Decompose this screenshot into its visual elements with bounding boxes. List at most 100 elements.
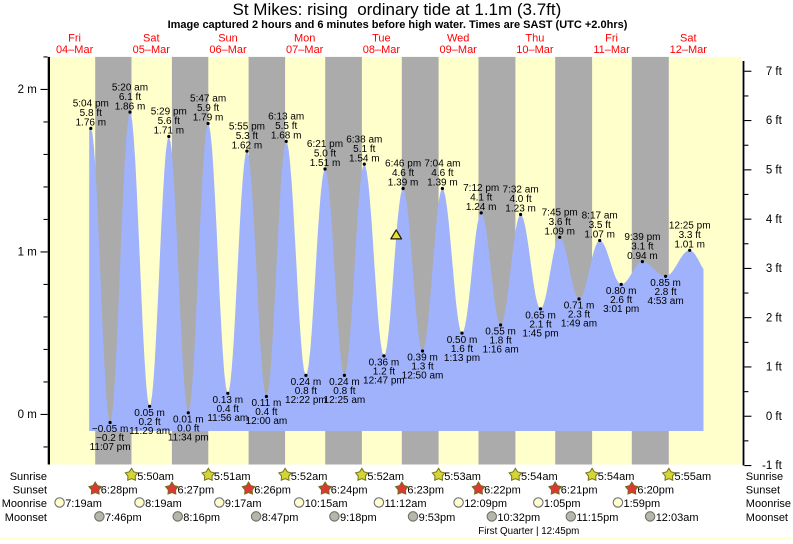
- svg-text:0.8 ft: 0.8 ft: [295, 386, 317, 397]
- svg-text:1:59pm: 1:59pm: [624, 498, 661, 510]
- svg-text:10:32pm: 10:32pm: [497, 512, 540, 524]
- svg-text:8:19am: 8:19am: [145, 498, 182, 510]
- svg-text:12:22 pm: 12:22 pm: [285, 395, 327, 406]
- svg-text:5:53am: 5:53am: [444, 471, 481, 483]
- svg-text:0.8 ft: 0.8 ft: [333, 386, 355, 397]
- svg-text:1.51 m: 1.51 m: [310, 158, 341, 169]
- svg-text:1.71 m: 1.71 m: [154, 126, 185, 137]
- svg-text:0.36 m: 0.36 m: [369, 358, 400, 369]
- svg-text:6:21pm: 6:21pm: [561, 485, 598, 497]
- svg-text:0.94 m: 0.94 m: [627, 251, 658, 262]
- svg-text:5.8 ft: 5.8 ft: [80, 108, 102, 119]
- svg-text:6:13 am: 6:13 am: [268, 112, 304, 123]
- svg-text:9:53pm: 9:53pm: [419, 512, 456, 524]
- svg-text:7 ft: 7 ft: [766, 66, 783, 78]
- svg-text:4.1 ft: 4.1 ft: [470, 193, 492, 204]
- svg-text:Mon: Mon: [294, 32, 315, 44]
- svg-text:0.01 m: 0.01 m: [173, 414, 204, 425]
- svg-text:8:16pm: 8:16pm: [183, 512, 220, 524]
- svg-text:4:53 am: 4:53 am: [648, 296, 684, 307]
- svg-text:3.3 ft: 3.3 ft: [679, 230, 701, 241]
- svg-text:11:56 am: 11:56 am: [207, 413, 248, 424]
- svg-text:6:38 am: 6:38 am: [346, 134, 382, 145]
- svg-text:08–Mar: 08–Mar: [363, 44, 401, 56]
- svg-text:11:15pm: 11:15pm: [576, 512, 618, 524]
- svg-text:0.39 m: 0.39 m: [407, 353, 438, 364]
- svg-text:5:55 pm: 5:55 pm: [229, 121, 265, 132]
- svg-text:1.39 m: 1.39 m: [427, 178, 458, 189]
- svg-text:12:00 am: 12:00 am: [246, 416, 288, 427]
- svg-text:1.09 m: 1.09 m: [544, 227, 575, 238]
- svg-text:0.0 ft: 0.0 ft: [177, 423, 199, 434]
- svg-text:3.1 ft: 3.1 ft: [631, 241, 653, 252]
- svg-text:0.4 ft: 0.4 ft: [217, 404, 239, 415]
- svg-text:1.79 m: 1.79 m: [193, 113, 224, 124]
- svg-text:Thu: Thu: [525, 32, 544, 44]
- svg-text:1:16 am: 1:16 am: [483, 345, 519, 356]
- svg-text:5:47 am: 5:47 am: [190, 94, 226, 105]
- svg-text:1:49 am: 1:49 am: [561, 319, 597, 330]
- svg-text:2.1 ft: 2.1 ft: [529, 319, 551, 330]
- svg-text:7:46pm: 7:46pm: [105, 512, 142, 524]
- svg-text:Wed: Wed: [447, 32, 469, 44]
- svg-text:3 ft: 3 ft: [766, 263, 783, 275]
- svg-text:12–Mar: 12–Mar: [670, 44, 708, 56]
- svg-text:Sun: Sun: [218, 32, 238, 44]
- svg-text:Sunrise: Sunrise: [10, 471, 47, 483]
- svg-text:Moonset: Moonset: [5, 512, 47, 524]
- svg-text:0.2 ft: 0.2 ft: [138, 417, 160, 428]
- svg-text:11:07 pm: 11:07 pm: [90, 442, 131, 453]
- svg-text:0.71 m: 0.71 m: [564, 301, 595, 312]
- svg-text:0.11 m: 0.11 m: [251, 398, 281, 409]
- svg-text:1:45 pm: 1:45 pm: [522, 328, 558, 339]
- svg-text:5.1 ft: 5.1 ft: [353, 144, 375, 155]
- svg-text:7:45 pm: 7:45 pm: [542, 208, 578, 219]
- svg-text:6.1 ft: 6.1 ft: [119, 92, 141, 103]
- svg-text:−0.05 m: −0.05 m: [92, 424, 128, 435]
- svg-text:5:54am: 5:54am: [521, 471, 558, 483]
- svg-text:5:50am: 5:50am: [137, 471, 174, 483]
- svg-text:1.86 m: 1.86 m: [115, 101, 146, 112]
- svg-text:4 ft: 4 ft: [766, 214, 783, 226]
- svg-text:0 ft: 0 ft: [766, 411, 783, 423]
- svg-text:0.65 m: 0.65 m: [525, 310, 556, 321]
- svg-text:3.5 ft: 3.5 ft: [589, 220, 611, 231]
- svg-text:Sat: Sat: [680, 32, 697, 44]
- svg-text:5.6 ft: 5.6 ft: [158, 116, 180, 127]
- svg-text:0.80 m: 0.80 m: [606, 286, 637, 297]
- svg-text:7:12 pm: 7:12 pm: [463, 183, 499, 194]
- svg-text:Sunrise: Sunrise: [746, 471, 783, 483]
- svg-text:Image captured 2 hours and 6 m: Image captured 2 hours and 6 minutes bef…: [168, 19, 628, 31]
- svg-text:12:25 am: 12:25 am: [324, 395, 366, 406]
- svg-text:3:01 pm: 3:01 pm: [603, 304, 639, 315]
- svg-text:0.24 m: 0.24 m: [291, 377, 322, 388]
- svg-text:Moonrise: Moonrise: [746, 498, 791, 510]
- svg-text:2.8 ft: 2.8 ft: [654, 287, 676, 298]
- svg-text:0.50 m: 0.50 m: [447, 335, 478, 346]
- svg-text:1 m: 1 m: [18, 247, 37, 259]
- svg-text:11:34 pm: 11:34 pm: [168, 432, 209, 443]
- svg-text:8:17 am: 8:17 am: [582, 211, 618, 222]
- svg-text:4.6 ft: 4.6 ft: [431, 168, 453, 179]
- svg-text:5.3 ft: 5.3 ft: [236, 131, 258, 142]
- svg-text:1:05pm: 1:05pm: [544, 498, 581, 510]
- svg-text:1.54 m: 1.54 m: [349, 153, 380, 164]
- svg-text:5.5 ft: 5.5 ft: [275, 121, 297, 132]
- svg-text:10–Mar: 10–Mar: [516, 44, 554, 56]
- svg-text:04–Mar: 04–Mar: [56, 44, 94, 56]
- svg-text:2.6 ft: 2.6 ft: [610, 295, 632, 306]
- svg-text:12:50 am: 12:50 am: [402, 371, 444, 382]
- svg-text:5:04 pm: 5:04 pm: [73, 99, 109, 110]
- svg-text:6:22pm: 6:22pm: [484, 485, 521, 497]
- svg-text:12:09pm: 12:09pm: [464, 498, 507, 510]
- svg-text:1.3 ft: 1.3 ft: [411, 362, 433, 373]
- svg-text:09–Mar: 09–Mar: [440, 44, 478, 56]
- svg-text:1:13 pm: 1:13 pm: [444, 353, 480, 364]
- svg-text:8:47pm: 8:47pm: [262, 512, 299, 524]
- svg-text:Sunset: Sunset: [746, 485, 780, 497]
- svg-text:9:17am: 9:17am: [225, 498, 262, 510]
- svg-text:5.9 ft: 5.9 ft: [197, 103, 219, 114]
- svg-text:7:19am: 7:19am: [65, 498, 102, 510]
- svg-text:Moonrise: Moonrise: [2, 498, 47, 510]
- svg-text:5:20 am: 5:20 am: [112, 82, 148, 93]
